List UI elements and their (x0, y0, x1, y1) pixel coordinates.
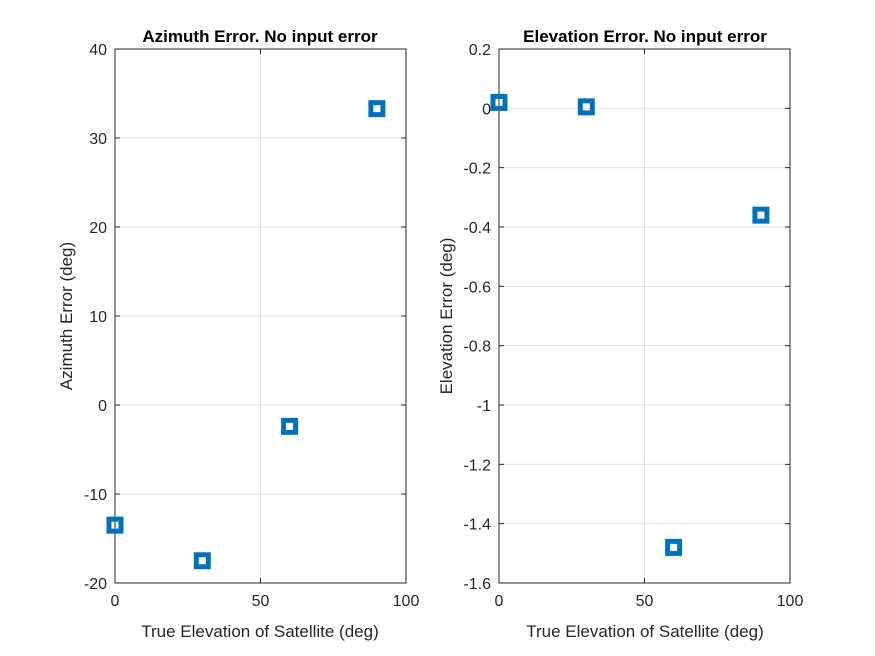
azimuth-chart-title: Azimuth Error. No input error (142, 27, 378, 46)
elevation-y-tick-label-8: 0 (482, 101, 491, 118)
azimuth-y-tick-label-6: 40 (89, 42, 107, 59)
elevation-y-axis-label: Elevation Error (deg) (437, 238, 456, 395)
azimuth-ticks: 0 50 100 -20 -10 0 10 20 30 40 (84, 42, 420, 610)
elevation-y-tick-label-3: -1 (477, 398, 491, 415)
elevation-y-tick-label-2: -1.2 (463, 457, 491, 474)
elevation-chart-title: Elevation Error. No input error (523, 27, 767, 46)
azimuth-x-tick-label-1: 50 (252, 593, 270, 610)
elevation-y-tick-label-6: -0.4 (463, 220, 491, 237)
azimuth-y-tick-label-5: 30 (89, 131, 107, 148)
azimuth-markers (106, 100, 386, 570)
elevation-y-tick-label-5: -0.6 (463, 279, 491, 296)
azimuth-data-point-0 (106, 516, 124, 534)
azimuth-x-tick-label-2: 100 (393, 593, 420, 610)
elevation-y-tick-label-0: -1.6 (463, 576, 491, 593)
elevation-y-tick-label-9: 0.2 (469, 42, 491, 59)
azimuth-x-tick-label-0: 0 (111, 593, 120, 610)
elevation-x-tick-label-2: 100 (777, 593, 804, 610)
azimuth-data-point-1 (193, 552, 211, 570)
elevation-data-point-2 (665, 538, 683, 556)
azimuth-y-tick-label-2: 0 (98, 398, 107, 415)
azimuth-y-tick-label-3: 10 (89, 309, 107, 326)
azimuth-error-plot: 0 50 100 -20 -10 0 10 20 30 40 Azimuth Error. No … (57, 27, 419, 641)
azimuth-data-point-3 (368, 100, 386, 118)
elevation-y-tick-label-1: -1.4 (463, 517, 491, 534)
elevation-x-tick-label-1: 50 (636, 593, 654, 610)
elevation-x-tick-label-0: 0 (495, 593, 504, 610)
azimuth-data-point-2 (281, 417, 299, 435)
azimuth-y-tick-label-1: -10 (84, 487, 107, 504)
azimuth-y-tick-label-0: -20 (84, 576, 107, 593)
elevation-markers (490, 93, 770, 556)
elevation-error-plot: 0 50 100 -1.6 -1.4 -1.2 -1 -0.8 -0.6 -0.4 -0.2 0 0.2… (437, 27, 803, 641)
elevation-ticks: 0 50 100 -1.6 -1.4 -1.2 -1 -0.8 -0.6 -0.4 -0.2 0 0.2 (463, 42, 803, 610)
azimuth-x-axis-label: True Elevation of Satellite (deg) (141, 622, 379, 641)
azimuth-y-tick-label-4: 20 (89, 220, 107, 237)
elevation-data-point-0 (490, 93, 508, 111)
elevation-data-point-1 (577, 98, 595, 116)
elevation-y-tick-label-7: -0.2 (463, 161, 491, 178)
azimuth-y-axis-label: Azimuth Error (deg) (57, 242, 76, 390)
elevation-data-point-3 (752, 206, 770, 224)
elevation-x-axis-label: True Elevation of Satellite (deg) (526, 622, 764, 641)
elevation-y-tick-label-4: -0.8 (463, 339, 491, 356)
